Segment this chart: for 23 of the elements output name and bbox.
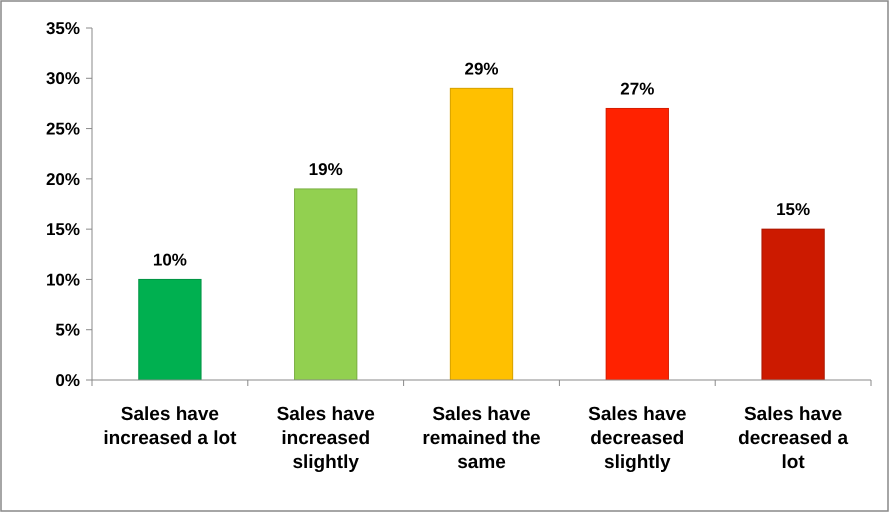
y-tick-label: 25% (46, 120, 80, 139)
data-label: 15% (776, 200, 810, 220)
bar (606, 108, 669, 380)
bar (761, 228, 825, 380)
bar (450, 88, 514, 380)
data-label: 10% (152, 250, 187, 270)
y-tick-label: 0% (55, 370, 80, 390)
y-tick-label: 20% (46, 170, 80, 189)
y-tick-label: 15% (46, 220, 80, 240)
y-tick-label: 10% (46, 270, 80, 290)
data-label: 27% (620, 79, 654, 98)
x-tick-label: Sales have decreased slightly (588, 404, 686, 473)
y-tick-label: 30% (46, 69, 80, 88)
bar (138, 278, 202, 380)
x-tick-label: Sales have increased slightly (276, 404, 375, 473)
bar (294, 188, 358, 380)
y-tick-label: 35% (46, 18, 80, 38)
data-label: 19% (308, 160, 343, 179)
x-tick-label: Sales have decreased a lot (738, 404, 848, 473)
x-tick-label: Sales have remained the same (422, 404, 541, 473)
x-tick-label: Sales have increased a lot (103, 404, 238, 449)
y-tick-label: 5% (55, 320, 80, 340)
data-label: 29% (464, 59, 499, 78)
